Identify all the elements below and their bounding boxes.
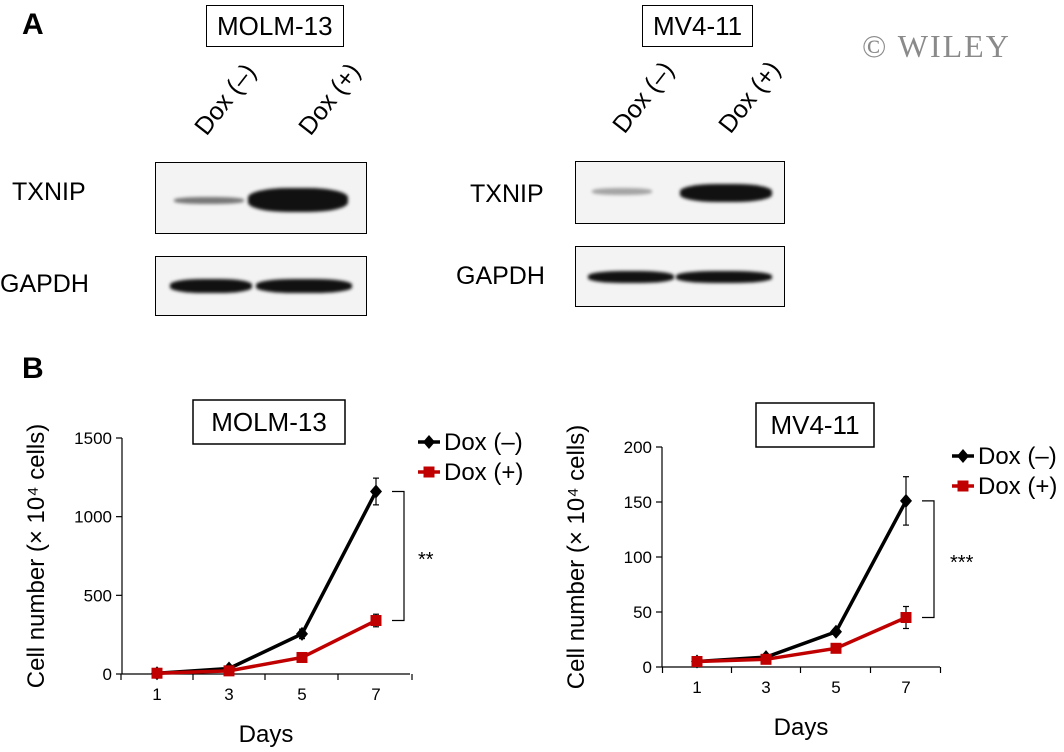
data-point [900,493,912,508]
x-axis-label: Days [774,714,829,741]
legend-label: Dox (+) [444,459,523,486]
series-line [156,490,378,675]
blot-mv411-gapdh [575,246,785,307]
legend-marker [423,435,435,449]
data-point [830,642,842,654]
band-mv411-gapdh-dox-plus [676,271,772,283]
x-tick-label: 5 [297,685,306,704]
series-line [156,618,377,675]
x-tick-label: 1 [152,685,161,704]
x-tick-label: 5 [831,678,840,697]
y-tick-label: 1000 [74,508,112,527]
x-tick-label: 7 [371,685,380,704]
legend-label: Dox (+) [978,473,1057,500]
band-mv411-gapdh-dox-minus [588,271,674,283]
y-tick-label: 0 [643,658,652,677]
data-point [830,624,842,639]
legend-label: Dox (–) [978,443,1057,470]
row-label-molm13-txnip: TXNIP [12,178,86,206]
data-point [151,667,163,679]
chart-mv411: MV4-11 0 50 100 150 200 1 3 5 7 Days Cell number (×… [563,402,1057,741]
blot-mv411-txnip [575,161,785,224]
data-point [691,656,703,667]
y-axis-label: Cell number (× 10⁴ cells) [23,424,50,688]
y-tick-label: 50 [633,603,652,622]
series-line [696,500,908,664]
band-mv411-txnip-dox-minus [592,188,652,195]
band-molm13-gapdh-dox-plus [256,279,352,293]
y-tick-label: 500 [84,586,112,605]
data-point [370,615,382,627]
chart-title-box [755,402,875,448]
band-molm13-txnip-dox-minus [174,197,244,204]
x-axis-label: Days [239,721,294,748]
chart-title: MOLM-13 [211,407,327,437]
row-label-molm13-gapdh: GAPDH [0,270,89,298]
y-axis-label: Cell number (× 10⁴ cells) [563,425,590,689]
data-point [760,653,772,665]
data-point [370,484,382,499]
series-line [696,615,907,664]
x-tick-label: 3 [761,678,770,697]
blot-title-mv411: MV4-11 [642,5,754,47]
legend-marker [957,480,969,492]
panel-b-label: B [22,352,44,385]
legend-label: Dox (–) [444,429,523,456]
band-molm13-gapdh-dox-minus [170,279,252,293]
significance-bracket [922,500,935,619]
watermark: © WILEY [862,28,1011,64]
chart-molm13: MOLM-13 0 500 1000 1500 1 3 5 7 Days Cell number (… [23,399,523,748]
row-label-mv411-gapdh: GAPDH [456,262,545,290]
legend-marker [957,449,969,463]
y-tick-label: 200 [624,438,652,457]
y-tick-label: 100 [624,548,652,567]
x-tick-label: 7 [901,678,910,697]
panel-a-label: A [22,8,44,41]
data-point [223,665,235,677]
band-molm13-txnip-dox-plus [248,188,348,212]
x-tick-label: 3 [224,685,233,704]
band-mv411-txnip-dox-plus [680,184,772,202]
significance-bracket [392,490,405,622]
data-point [900,612,912,623]
row-label-mv411-txnip: TXNIP [470,180,544,208]
legend-marker [423,466,435,478]
y-tick-label: 1500 [74,429,112,448]
significance-label: *** [950,552,974,574]
blot-title-molm13: MOLM-13 [206,5,344,47]
blot-molm13-gapdh [155,256,367,316]
significance-label: ** [418,549,434,571]
data-point [296,651,308,663]
chart-title-box [192,399,346,445]
data-point [296,626,308,641]
y-tick-label: 0 [103,665,112,684]
x-tick-label: 1 [692,678,701,697]
chart-title: MV4-11 [770,410,859,440]
y-tick-label: 150 [624,493,652,512]
blot-molm13-txnip [155,162,367,234]
